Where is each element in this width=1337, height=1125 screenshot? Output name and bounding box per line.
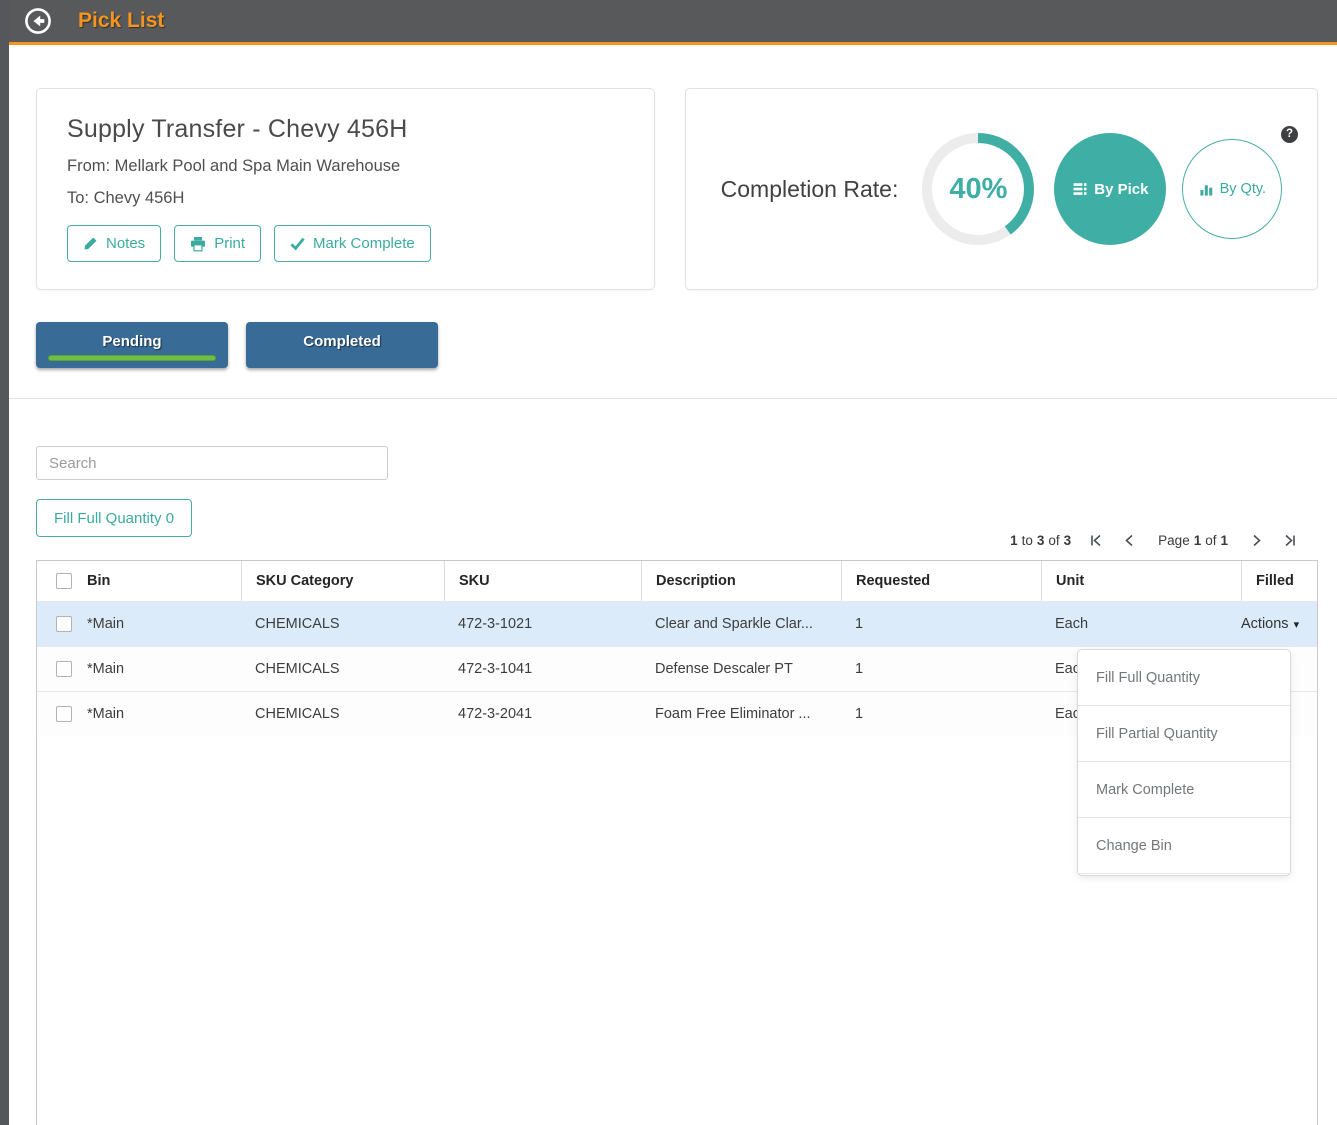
last-page-button[interactable] xyxy=(1280,534,1300,547)
cell-requested: 1 xyxy=(855,616,864,632)
tab-completed[interactable]: Completed xyxy=(246,322,438,368)
cell-sku: 472-3-1021 xyxy=(458,616,533,632)
column-header-bin[interactable]: Bin xyxy=(87,573,111,589)
transfer-from: From: Mellark Pool and Spa Main Warehous… xyxy=(67,157,401,175)
pencil-icon xyxy=(83,236,98,251)
row-checkbox[interactable] xyxy=(56,661,72,677)
menu-item-change-bin[interactable]: Change Bin xyxy=(1078,818,1290,874)
cell-sku-category: CHEMICALS xyxy=(255,706,340,722)
pagination-total: 3 xyxy=(1063,532,1072,548)
notes-button-label: Notes xyxy=(106,235,146,252)
print-button[interactable]: Print xyxy=(174,225,262,262)
cell-description: Foam Free Eliminator ... xyxy=(655,706,811,722)
pick-list-table: Bin SKU Category SKU Description Request… xyxy=(36,560,1318,1125)
transfer-card: Supply Transfer - Chevy 456H From: Mella… xyxy=(36,88,655,290)
row-checkbox[interactable] xyxy=(56,706,72,722)
table-header-row: Bin SKU Category SKU Description Request… xyxy=(37,561,1317,601)
menu-item-fill-partial-quantity[interactable]: Fill Partial Quantity xyxy=(1078,706,1290,762)
list-rows-icon xyxy=(1072,181,1088,197)
page-indicator: Page 1 of 1 xyxy=(1158,532,1228,548)
cell-description: Defense Descaler PT xyxy=(655,661,793,677)
total-pages: 1 xyxy=(1220,532,1228,548)
search-input[interactable] xyxy=(36,446,388,480)
app-header: Pick List xyxy=(0,0,1337,45)
actions-label: Actions xyxy=(1241,616,1289,632)
left-edge-strip xyxy=(0,0,9,1125)
cell-unit: Each xyxy=(1055,616,1089,632)
column-header-description[interactable]: Description xyxy=(641,561,841,601)
actions-dropdown-trigger[interactable]: Actions ▾ xyxy=(1241,616,1325,632)
notes-button[interactable]: Notes xyxy=(67,225,162,262)
tab-completed-label: Completed xyxy=(303,332,381,350)
by-pick-button[interactable]: By Pick xyxy=(1054,133,1167,245)
active-tab-indicator xyxy=(48,355,216,361)
by-qty-label: By Qty. xyxy=(1219,181,1267,197)
completion-rate-label: Completion Rate: xyxy=(720,175,899,202)
caret-down-icon: ▾ xyxy=(1293,618,1300,631)
tab-pending[interactable]: Pending xyxy=(36,322,228,368)
transfer-title: Supply Transfer - Chevy 456H xyxy=(67,115,408,143)
column-header-requested[interactable]: Requested xyxy=(841,561,1041,601)
column-header-sku[interactable]: SKU xyxy=(444,561,641,601)
status-tabs: Pending Completed xyxy=(36,322,438,368)
menu-item-fill-full-quantity[interactable]: Fill Full Quantity xyxy=(1078,650,1290,706)
pagination-summary: 1 to 3 of 3 xyxy=(1010,532,1072,548)
mark-complete-button-label: Mark Complete xyxy=(313,235,415,252)
column-header-sku-category[interactable]: SKU Category xyxy=(241,561,444,601)
pagination-from: 1 xyxy=(1010,532,1018,548)
pagination: 1 to 3 of 3 Page 1 of 1 xyxy=(1010,529,1300,551)
column-header-unit[interactable]: Unit xyxy=(1041,561,1241,601)
mark-complete-button[interactable]: Mark Complete xyxy=(274,225,431,262)
prev-page-button[interactable] xyxy=(1121,534,1137,547)
page-title: Pick List xyxy=(78,9,165,32)
cell-sku-category: CHEMICALS xyxy=(255,661,340,677)
table-row[interactable]: *Main CHEMICALS 472-3-1021 Clear and Spa… xyxy=(37,601,1317,646)
cell-sku: 472-3-2041 xyxy=(458,706,533,722)
transfer-to: To: Chevy 456H xyxy=(67,189,185,207)
row-checkbox[interactable] xyxy=(56,616,72,632)
cell-sku-category: CHEMICALS xyxy=(255,616,340,632)
cell-description: Clear and Sparkle Clar... xyxy=(655,616,813,632)
menu-item-mark-complete[interactable]: Mark Complete xyxy=(1078,762,1290,818)
completion-percent: 40% xyxy=(949,172,1008,205)
help-icon[interactable]: ? xyxy=(1281,126,1298,143)
select-all-checkbox[interactable] xyxy=(56,573,72,589)
cell-bin: *Main xyxy=(87,661,125,677)
completion-card: ? Completion Rate: 40% By Pick xyxy=(685,88,1318,290)
cell-sku: 472-3-1041 xyxy=(458,661,533,677)
completion-donut-chart: 40% xyxy=(918,129,1038,249)
pagination-to: 3 xyxy=(1036,532,1045,548)
by-pick-label: By Pick xyxy=(1094,180,1149,198)
cell-bin: *Main xyxy=(87,706,125,722)
section-divider xyxy=(0,398,1337,399)
first-page-button[interactable] xyxy=(1086,534,1106,547)
check-icon xyxy=(290,236,305,251)
print-button-label: Print xyxy=(214,235,246,252)
cell-requested: 1 xyxy=(855,661,864,677)
fill-full-quantity-button[interactable]: Fill Full Quantity 0 xyxy=(36,499,193,537)
by-qty-button[interactable]: By Qty. xyxy=(1182,139,1283,239)
actions-menu: Fill Full Quantity Fill Partial Quantity… xyxy=(1077,649,1291,876)
cell-requested: 1 xyxy=(855,706,864,722)
next-page-button[interactable] xyxy=(1249,534,1265,547)
back-arrow-icon xyxy=(25,8,51,34)
back-button[interactable] xyxy=(24,7,52,35)
current-page: 1 xyxy=(1193,532,1202,548)
column-header-filled[interactable]: Filled xyxy=(1241,561,1317,601)
bar-chart-icon xyxy=(1199,182,1214,197)
cell-bin: *Main xyxy=(87,616,125,632)
printer-icon xyxy=(190,236,206,252)
tab-pending-label: Pending xyxy=(102,332,162,350)
